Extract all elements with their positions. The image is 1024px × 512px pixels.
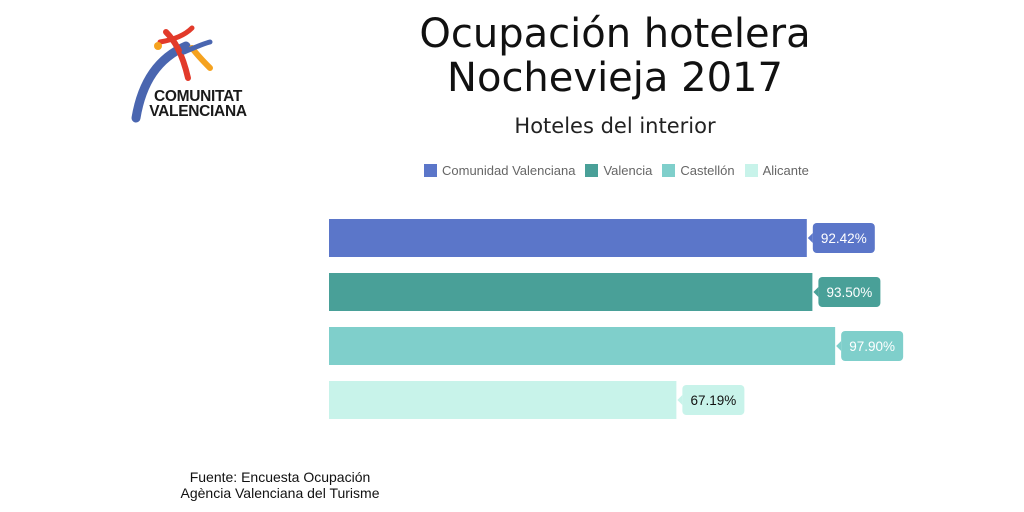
legend-swatch <box>662 163 676 177</box>
data-label-pointer <box>807 233 813 243</box>
logo-text-line2: VALENCIANA <box>149 103 247 120</box>
comunitat-valenciana-logo <box>131 25 213 123</box>
data-label-text: 67.19% <box>690 393 736 408</box>
logo-text-line1: COMUNITAT <box>154 88 242 105</box>
source-line2: Agència Valenciana del Turisme <box>180 485 380 501</box>
data-label-box <box>841 331 904 361</box>
legend-item[interactable]: Valencia <box>585 163 652 178</box>
data-label-pointer <box>677 395 683 405</box>
legend-item[interactable]: Castellón <box>662 162 735 178</box>
legend-label: Valencia <box>603 162 653 178</box>
legend-item[interactable]: Alicante <box>744 162 809 178</box>
bar[interactable] <box>329 327 836 365</box>
legend-swatch <box>585 163 599 177</box>
chart-legend: Comunidad Valenciana Valencia Castellón Ali… <box>424 162 819 178</box>
bar[interactable] <box>329 381 677 419</box>
data-label: 97.90% <box>836 331 904 361</box>
data-label-pointer <box>836 341 842 351</box>
data-label: 92.42% <box>807 223 875 253</box>
data-label-text: 97.90% <box>849 339 895 354</box>
bar[interactable] <box>329 219 807 257</box>
chart-title: Ocupación hotelera Nochevieja 2017 <box>330 12 900 100</box>
chart-title-line1: Ocupación hotelera <box>419 11 811 57</box>
data-label-pointer <box>813 287 819 297</box>
legend-label: Alicante <box>762 162 809 178</box>
legend-label: Castellón <box>680 162 735 178</box>
source-note: Fuente: Encuesta Ocupación Agència Valen… <box>150 469 410 501</box>
legend-label: Comunidad Valenciana <box>442 162 576 178</box>
data-label-box <box>812 223 875 253</box>
data-label-text: 92.42% <box>821 231 867 246</box>
data-label: 93.50% <box>813 277 881 307</box>
legend-item[interactable]: Comunidad Valenciana <box>424 163 575 178</box>
data-label-box <box>818 277 881 307</box>
chart-subtitle: Hoteles del interior <box>514 114 716 138</box>
data-label-box <box>682 385 745 415</box>
legend-swatch <box>744 163 758 177</box>
source-line1: Fuente: Encuesta Ocupación <box>189 469 371 485</box>
data-label-text: 93.50% <box>826 285 872 300</box>
legend-swatch <box>424 163 437 177</box>
chart-title-line2: Nochevieja 2017 <box>447 55 783 101</box>
bar[interactable] <box>329 273 813 311</box>
logo-wordmark: COMUNITAT VALENCIANA <box>128 88 268 120</box>
data-label: 67.19% <box>677 385 745 415</box>
